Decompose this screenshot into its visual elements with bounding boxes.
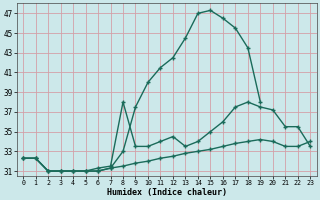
X-axis label: Humidex (Indice chaleur): Humidex (Indice chaleur) [107, 188, 227, 197]
